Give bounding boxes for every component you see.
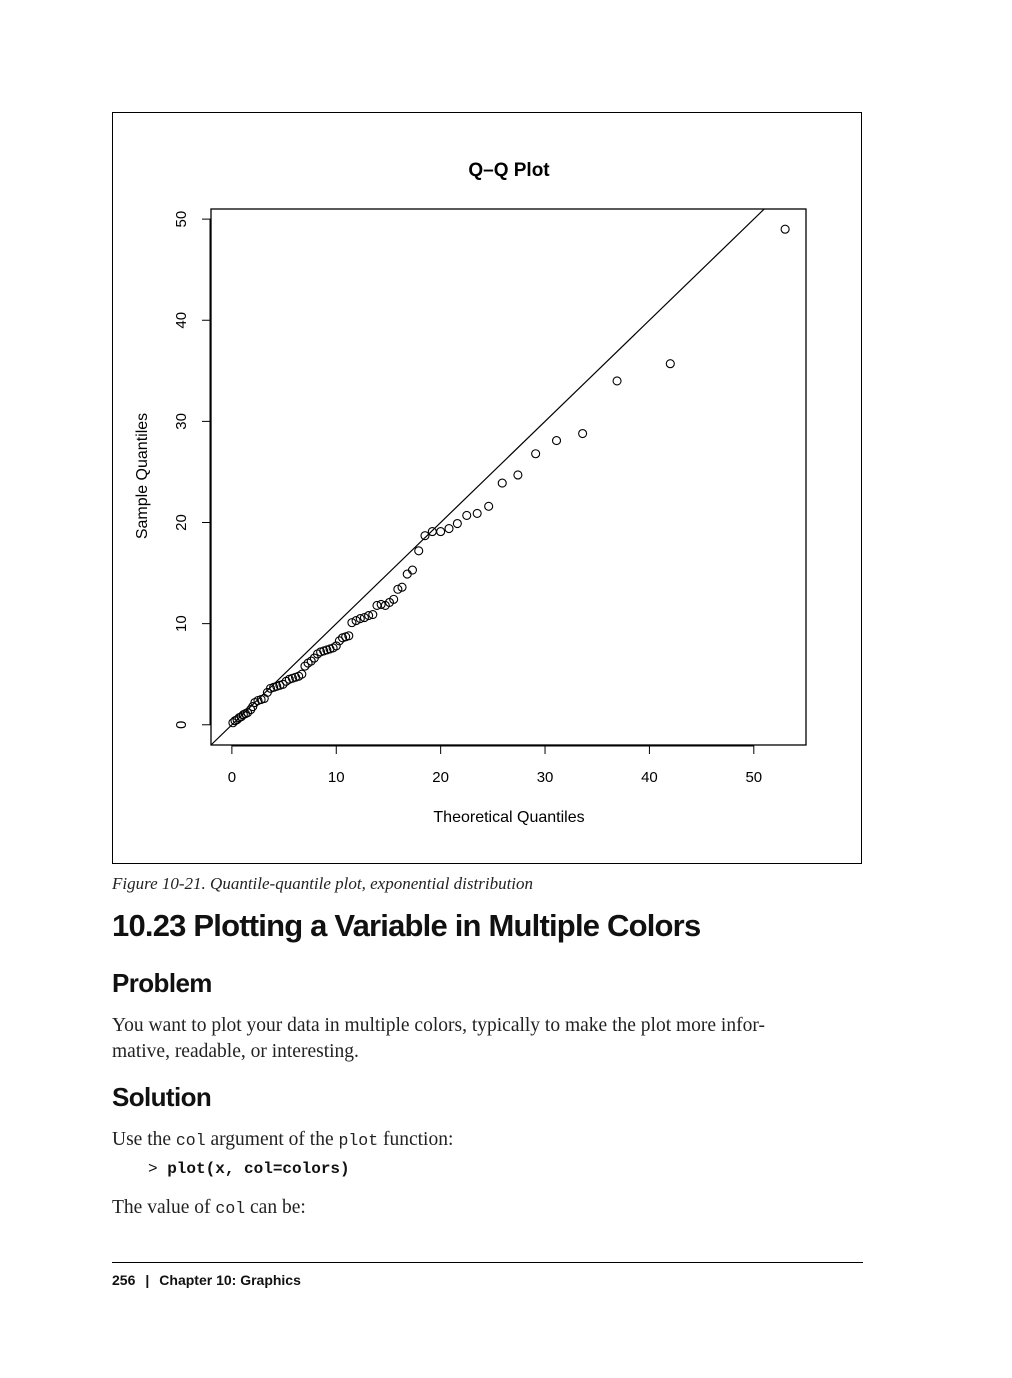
y-tick-label: 30	[173, 413, 190, 430]
data-point	[531, 449, 541, 459]
inline-code-plot: plot	[338, 1131, 379, 1150]
y-tick-label: 10	[173, 615, 190, 632]
plot-area	[210, 208, 807, 746]
data-point	[427, 527, 437, 537]
data-point	[393, 584, 403, 594]
data-point	[780, 224, 790, 234]
figure-caption: Figure 10-21. Quantile-quantile plot, ex…	[112, 874, 534, 893]
data-point	[397, 582, 407, 592]
data-point	[452, 518, 462, 529]
data-point	[278, 679, 288, 689]
data-point	[444, 524, 454, 534]
data-point	[612, 376, 622, 386]
x-tick-label: 10	[328, 769, 345, 786]
code-prompt: >	[148, 1160, 168, 1178]
data-point	[334, 636, 344, 646]
reference-line-group	[210, 208, 765, 746]
data-point	[344, 631, 354, 641]
y-tick-label: 40	[173, 312, 190, 329]
chart-title: Q–Q Plot	[468, 160, 550, 181]
data-point	[513, 470, 523, 480]
figure-frame: Q–Q Plot 0 10 20 30 40 50 0 10 20 30 40 50 Theoret…	[112, 112, 862, 864]
problem-heading: Problem	[112, 968, 212, 998]
data-point	[578, 428, 588, 439]
solution-intro: Use the col argument of the plot functio…	[112, 1127, 864, 1154]
inline-code-col-2: col	[215, 1199, 246, 1218]
y-axis: 0 10 20 30 40 50	[173, 211, 211, 729]
data-point	[242, 708, 253, 718]
x-axis-label: Theoretical Quantiles	[433, 809, 584, 826]
data-point	[364, 611, 374, 621]
problem-text-line-2: mative, readable, or interesting.	[112, 1041, 359, 1062]
page-number: 256	[112, 1272, 136, 1288]
data-point	[246, 705, 256, 715]
data-point	[347, 618, 357, 628]
qq-plot-chart: Q–Q Plot 0 10 20 30 40 50 0 10 20 30 40 50 Theoret…	[134, 160, 807, 826]
data-point	[462, 510, 472, 520]
data-point	[484, 501, 494, 511]
x-tick-label: 30	[537, 769, 554, 786]
y-tick-label: 50	[173, 211, 190, 228]
data-point	[359, 613, 369, 623]
data-point	[402, 569, 412, 579]
y-tick-label: 20	[173, 514, 190, 531]
chapter-label: Chapter 10: Graphics	[159, 1272, 301, 1288]
code-line: plot(x, col=colors)	[167, 1160, 350, 1178]
data-point	[414, 546, 424, 556]
data-point	[551, 436, 562, 446]
data-point	[472, 508, 482, 518]
data-point	[331, 641, 341, 651]
x-axis: 0 10 20 30 40 50	[228, 745, 762, 786]
solution-intro-pre: Use the	[112, 1129, 176, 1150]
data-point	[407, 565, 418, 575]
x-tick-label: 0	[228, 769, 236, 786]
footer-separator: |	[145, 1272, 150, 1288]
value-text-pre: The value of	[112, 1197, 216, 1218]
reference-line	[210, 208, 765, 746]
data-point	[297, 669, 307, 679]
y-tick-label: 0	[173, 721, 190, 729]
solution-intro-post: function:	[378, 1129, 454, 1150]
data-point	[306, 656, 316, 666]
solution-heading: Solution	[112, 1082, 212, 1112]
page-footer: 256 | Chapter 10: Graphics	[112, 1272, 301, 1288]
data-point	[389, 594, 399, 604]
inline-code-col: col	[175, 1131, 206, 1150]
footer-rule	[112, 1262, 863, 1263]
data-point	[355, 614, 365, 624]
problem-text-line-1: You want to plot your data in multiple c…	[112, 1015, 765, 1036]
code-block: > plot(x, col=colors)	[148, 1160, 350, 1178]
y-axis-label: Sample Quantiles	[134, 413, 151, 539]
value-text-post: can be:	[245, 1197, 306, 1218]
data-point	[436, 527, 446, 537]
x-tick-label: 40	[641, 769, 658, 786]
data-point	[351, 616, 361, 626]
section-title: 10.23 Plotting a Variable in Multiple Co…	[112, 908, 701, 943]
x-tick-label: 20	[432, 769, 449, 786]
data-point	[497, 478, 507, 488]
data-point	[300, 661, 310, 671]
value-of-col-text: The value of col can be:	[112, 1195, 864, 1222]
data-points	[228, 224, 790, 728]
data-point	[420, 531, 430, 541]
problem-text: You want to plot your data in multiple c…	[112, 1013, 864, 1065]
data-point	[368, 609, 378, 620]
data-point	[376, 599, 386, 609]
solution-intro-mid: argument of the	[205, 1129, 339, 1150]
x-tick-label: 50	[745, 769, 762, 786]
data-point	[665, 359, 675, 369]
